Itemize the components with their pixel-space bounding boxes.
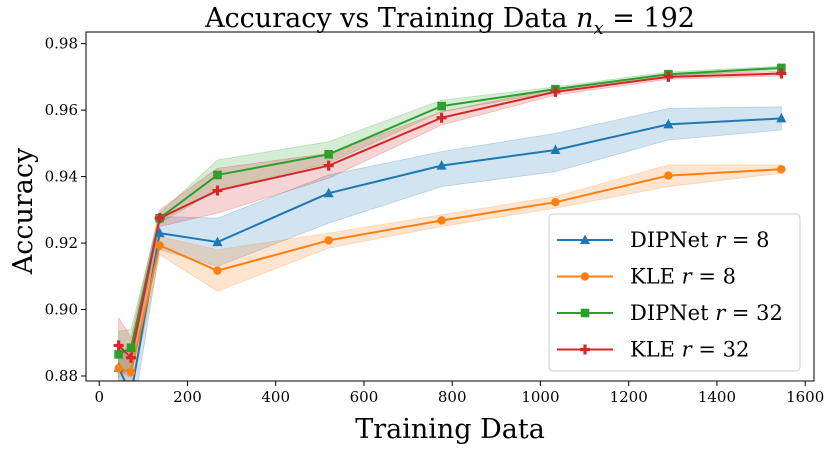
point-series-0 [323,187,334,198]
series-markers [113,63,787,399]
y-axis-ticks: 0.88 0.90 0.92 0.94 0.96 0.98 [45,35,86,385]
x-tick-label: 1600 [786,388,824,406]
point-series-1 [551,197,560,207]
legend-marker [580,344,590,355]
point-series-1 [324,236,333,245]
point-series-3 [126,352,137,363]
point-series-1 [777,165,786,174]
y-tick-label: 0.94 [45,168,78,186]
point-series-3 [323,160,334,171]
y-tick-label: 0.88 [45,367,78,385]
point-series-3 [663,71,674,82]
point-series-2 [324,150,333,159]
chart-title: Accuracy vs Training Data nx = 192 [204,3,695,39]
x-tick-label: 1200 [610,388,648,406]
point-series-0 [212,236,223,247]
point-series-2 [114,350,123,359]
x-tick-label: 200 [173,388,202,406]
point-series-1 [664,171,673,180]
legend-label: KLE r = 8 [630,265,736,289]
y-tick-label: 0.90 [45,301,78,319]
point-series-0 [776,112,787,123]
point-series-2 [777,63,786,73]
point-series-1 [155,241,164,250]
legend-label: KLE r = 32 [630,338,749,362]
y-tick-label: 0.98 [45,35,78,53]
y-tick-label: 0.92 [45,234,78,252]
point-series-2 [437,101,446,111]
point-series-1 [437,216,446,225]
point-series-0 [126,389,136,399]
plot-frame [85,31,815,382]
x-tick-label: 1400 [698,388,736,406]
point-series-1 [126,367,136,377]
x-axis-ticks: 0 200 400 600 800 1000 1200 1400 1600 [94,381,824,406]
legend-marker [580,234,590,244]
y-axis-label: Accuracy [8,147,39,275]
x-tick-label: 600 [350,388,379,406]
legend-label: DIPNet r = 32 [630,301,783,325]
point-series-0 [154,227,165,238]
x-tick-label: 800 [438,388,467,406]
point-series-2 [213,170,222,180]
x-axis-label: Training Data [355,414,545,445]
x-tick-label: 0 [94,388,104,406]
y-tick-label: 0.96 [45,101,78,119]
x-tick-label: 400 [261,388,290,406]
point-series-1 [114,364,123,373]
legend: DIPNet r = 8 KLE r = 8 DIPNet r = 32 KLE r … [548,213,801,372]
point-series-3 [436,112,447,123]
legend-marker [580,272,590,281]
legend-label: DIPNet r = 8 [630,228,770,252]
point-series-3 [113,340,124,351]
point-series-3 [550,86,561,97]
point-series-0 [436,160,447,170]
legend-box [548,213,801,372]
point-series-0 [663,118,674,129]
point-series-0 [550,144,561,154]
point-series-3 [154,213,165,224]
point-series-3 [212,185,223,196]
x-tick-label: 1000 [521,388,559,406]
point-series-2 [126,343,136,353]
legend-marker [580,308,590,318]
point-series-1 [213,266,222,275]
point-series-3 [776,68,787,79]
